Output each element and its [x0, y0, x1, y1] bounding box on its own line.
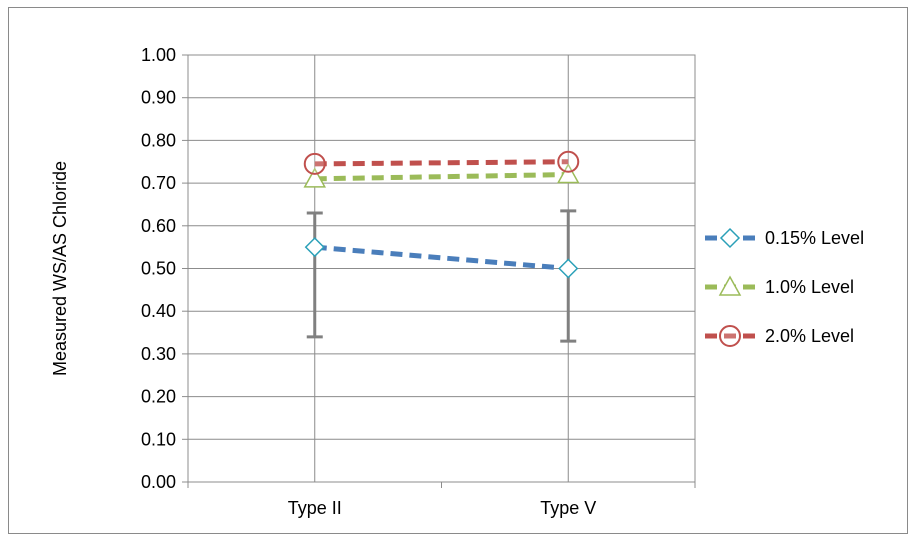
legend-marker	[719, 325, 741, 347]
y-tick-label: 0.00	[141, 472, 176, 492]
error-bar	[306, 211, 323, 339]
y-tick-label: 0.40	[141, 301, 176, 321]
series-0-15-level	[304, 237, 579, 279]
data-point	[558, 258, 579, 279]
legend-item: 2.0% Level	[705, 325, 854, 347]
y-tick-label: 0.10	[141, 429, 176, 449]
legend-item: 0.15% Level	[705, 227, 864, 249]
line-chart: 0.00 0.10 0.20 0.30 0.40 0.50 0.60 0.70 0.80 0.90…	[50, 45, 864, 518]
legend-label: 0.15% Level	[765, 228, 864, 248]
y-axis-title: Measured WS/AS Chloride	[50, 161, 70, 376]
x-category-label: Type V	[540, 498, 596, 518]
legend-label: 2.0% Level	[765, 326, 854, 346]
y-tick-label: 0.30	[141, 344, 176, 364]
y-tick-label: 0.90	[141, 88, 176, 108]
y-tick-label: 0.70	[141, 173, 176, 193]
y-tick-label: 0.20	[141, 387, 176, 407]
y-tick-label: 0.60	[141, 216, 176, 236]
data-point	[557, 150, 580, 173]
legend-label: 1.0% Level	[765, 277, 854, 297]
y-tick-label: 0.80	[141, 130, 176, 150]
data-point	[304, 237, 325, 258]
legend-item: 1.0% Level	[705, 275, 854, 297]
data-point	[556, 163, 580, 184]
series-line	[314, 244, 569, 271]
series-1-0-level	[303, 163, 580, 188]
x-category-label: Type II	[288, 498, 342, 518]
chart-frame: 0.00 0.10 0.20 0.30 0.40 0.50 0.60 0.70 0.80 0.90…	[8, 7, 908, 534]
series-line	[314, 172, 569, 182]
series-2-0-level	[303, 150, 580, 175]
data-point	[303, 167, 327, 188]
plot-area	[187, 54, 696, 483]
y-tick-label: 1.00	[141, 45, 176, 65]
y-tick-label: 0.50	[141, 259, 176, 279]
series-line	[314, 159, 569, 167]
legend-marker	[718, 275, 742, 296]
data-point	[303, 152, 326, 175]
legend-marker	[719, 227, 741, 249]
